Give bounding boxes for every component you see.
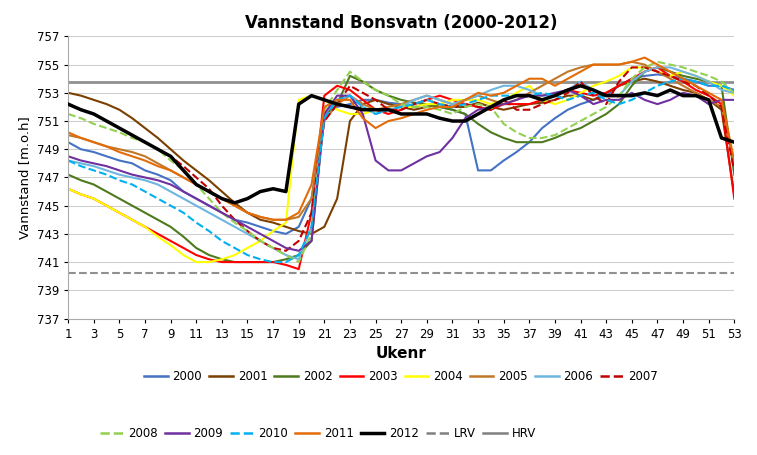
Legend: 2000, 2001, 2002, 2003, 2004, 2005, 2006, 2007: 2000, 2001, 2002, 2003, 2004, 2005, 2006…: [139, 365, 663, 388]
Title: Vannstand Bonsvatn (2000-2012): Vannstand Bonsvatn (2000-2012): [245, 14, 557, 32]
Y-axis label: Vannstand [m.o.h]: Vannstand [m.o.h]: [18, 116, 31, 239]
Legend: 2008, 2009, 2010, 2011, 2012, LRV, HRV: 2008, 2009, 2010, 2011, 2012, LRV, HRV: [95, 422, 540, 445]
X-axis label: Ukenr: Ukenr: [375, 346, 427, 361]
